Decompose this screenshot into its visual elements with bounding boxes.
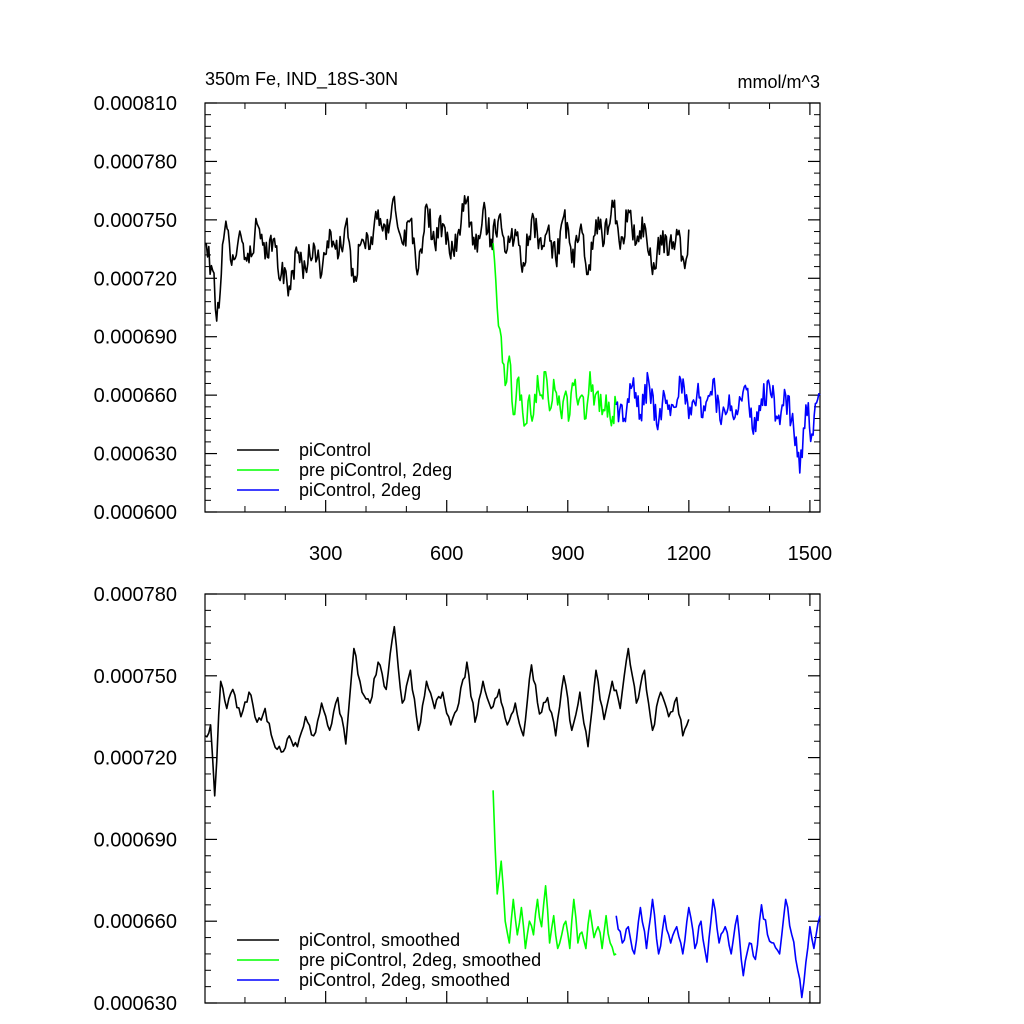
legend-label: pre piControl, 2deg, smoothed	[299, 950, 541, 970]
y-tick-label: 0.000780	[94, 584, 177, 606]
y-tick-label: 0.000720	[94, 268, 177, 290]
y-tick-label: 0.000630	[94, 993, 177, 1015]
top-panel: 0.000600 0.000630 0.000660 0.000690 0.000720…	[94, 69, 833, 565]
legend-label: piControl, smoothed	[299, 930, 460, 950]
series-line-2	[492, 243, 617, 427]
y-tick-label: 0.000690	[94, 829, 177, 851]
y-tick-label: 0.000750	[94, 210, 177, 232]
x-tick-label: 900	[551, 543, 584, 565]
plot-frame	[204, 593, 821, 1004]
y-tick-label: 0.000750	[94, 666, 177, 688]
units-label: mmol/m^3	[738, 72, 820, 92]
y-tick-label: 0.000660	[94, 911, 177, 933]
x-tick-label: 600	[430, 543, 463, 565]
legend-label: piControl, 2deg	[299, 480, 421, 500]
x-tick-label: 300	[309, 543, 342, 565]
series-line-2	[492, 790, 617, 956]
series-line-3	[615, 898, 821, 999]
bottom-panel: 0.000630 0.000660 0.000690 0.000720 0.000750…	[94, 584, 821, 1015]
y-tick-label: 0.000720	[94, 748, 177, 770]
series-line-3	[615, 371, 821, 474]
legend-label: pre piControl, 2deg	[299, 460, 452, 480]
chart-title: 350m Fe, IND_18S-30N	[205, 69, 398, 90]
y-tick-label: 0.000630	[94, 444, 177, 466]
y-tick-label: 0.000690	[94, 327, 177, 349]
legend-label: piControl, 2deg, smoothed	[299, 970, 510, 990]
series-line-1	[204, 625, 690, 797]
x-tick-label: 1200	[667, 543, 712, 565]
legend-label: piControl	[299, 440, 371, 460]
y-tick-label: 0.000660	[94, 385, 177, 407]
series-line-1	[204, 195, 690, 322]
y-tick-label: 0.000810	[94, 93, 177, 115]
plot-frame	[204, 102, 821, 513]
x-tick-label: 1500	[788, 543, 833, 565]
y-tick-label: 0.000600	[94, 502, 177, 524]
y-tick-label: 0.000780	[94, 151, 177, 173]
